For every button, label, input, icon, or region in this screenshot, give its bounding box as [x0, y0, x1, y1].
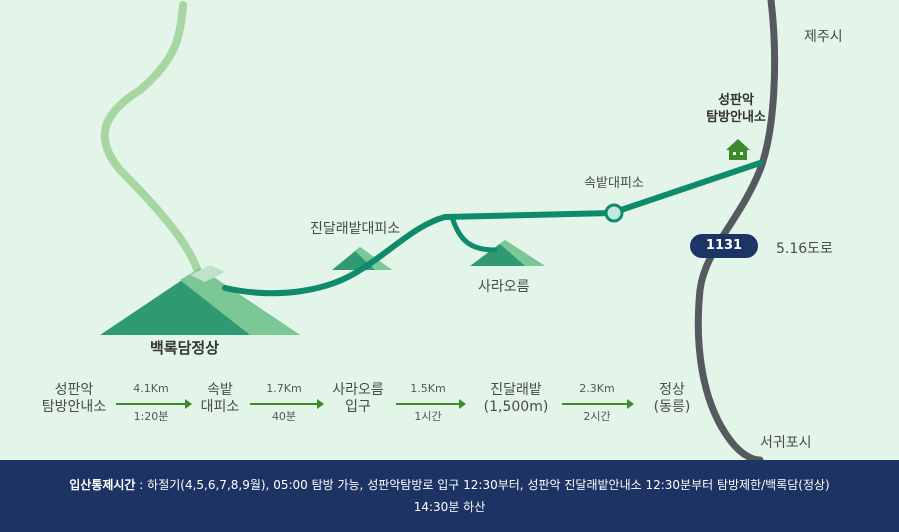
sara-oreum-branch: [450, 217, 498, 253]
notice-label: 입산통제시간: [69, 478, 136, 492]
trail-map: [100, 0, 779, 460]
road-name-label: 5.16도로: [776, 241, 833, 257]
road-number-badge: 1131: [690, 234, 758, 258]
segment-distance: 1.7Km: [266, 382, 302, 395]
stop-line: 정상: [659, 382, 685, 398]
access-control-notice: 입산통제시간 : 하절기(4,5,6,7,8,9월), 05:00 탐방 가능,…: [0, 460, 899, 532]
route-stop: 속밭 대피소: [175, 382, 265, 416]
route-stop: 정상 (동릉): [627, 382, 717, 416]
ridge-line: [100, 1, 204, 284]
notice-line1: 입산통제시간 : 하절기(4,5,6,7,8,9월), 05:00 탐방 가능,…: [0, 474, 899, 496]
route-stop: 사라오름 입구: [313, 382, 403, 416]
stop-line: 성판악: [54, 382, 94, 398]
arrow-right-icon: [250, 399, 324, 409]
stop-line: 사라오름: [332, 382, 384, 398]
segment-time: 1시간: [414, 410, 442, 423]
notice-text: : 하절기(4,5,6,7,8,9월), 05:00 탐방 가능, 성판악탐방로…: [135, 478, 830, 492]
arrow-right-icon: [396, 399, 466, 409]
baengnokdam-summit-label: 백록담정상: [150, 339, 220, 357]
seongpanak-office-line2: 탐방안내소: [706, 110, 766, 125]
stop-line: 진달래밭: [490, 382, 542, 398]
arrow-right-icon: [562, 399, 634, 409]
segment-distance: 1.5Km: [410, 382, 446, 395]
segment-time: 2시간: [583, 410, 611, 423]
notice-line2: 14:30분 하산: [413, 500, 486, 514]
segment-time: 40분: [271, 410, 297, 423]
seongpanak-office-line1: 성판악: [718, 93, 754, 108]
segment-time: 1:20분: [133, 410, 169, 423]
jindallaebat-shelter-label: 진달래밭대피소: [310, 221, 401, 237]
hiking-trail: [222, 160, 763, 297]
stop-line: (동릉): [653, 399, 691, 415]
segment-distance: 4.1Km: [133, 382, 169, 395]
jeju-city-label: 제주시: [804, 29, 843, 45]
stop-line: 입구: [345, 399, 371, 415]
sokbat-shelter-marker: [604, 203, 624, 223]
stop-line: 대피소: [200, 399, 240, 415]
seogwipo-city-label: 서귀포시: [760, 435, 812, 451]
road-5-16: [694, 0, 779, 460]
stop-line: 탐방안내소: [41, 399, 107, 415]
house-icon: [726, 139, 750, 160]
sokbat-shelter-label: 속밭대피소: [584, 176, 644, 191]
summit-mountain: [100, 265, 300, 335]
stop-line: (1,500m): [483, 399, 549, 415]
segment-distance: 2.3Km: [579, 382, 615, 395]
sara-oreum-mountain: [470, 240, 545, 266]
arrow-right-icon: [116, 399, 192, 409]
route-stop: 진달래밭 (1,500m): [471, 382, 561, 416]
seongpanak-office-label: 성판악 탐방안내소: [706, 92, 766, 126]
sara-oreum-label: 사라오름: [478, 279, 530, 295]
stop-line: 속밭: [207, 382, 233, 398]
route-stop: 성판악 탐방안내소: [29, 382, 119, 416]
route-summary: 성판악 탐방안내소 4.1Km 1:20분 속밭 대피소 1.7Km 40분 사…: [0, 372, 899, 432]
